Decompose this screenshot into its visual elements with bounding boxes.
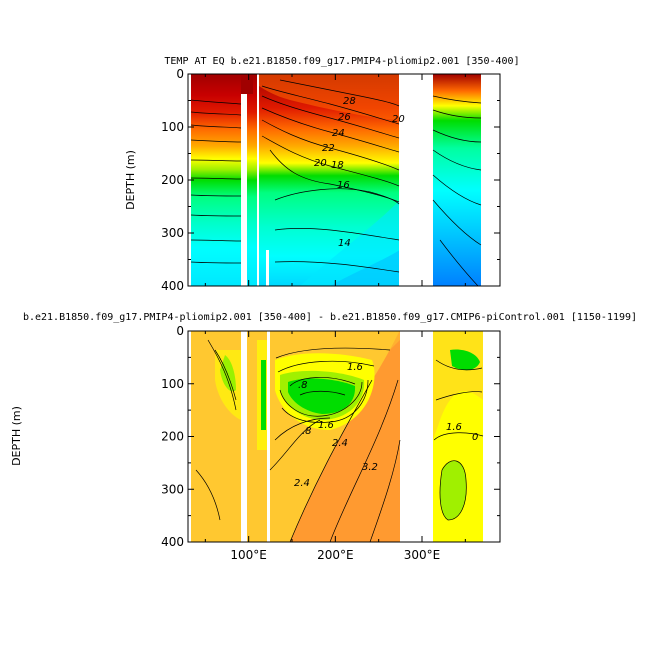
y-tick-label-1-3: 300: [161, 482, 184, 496]
x-tick-label-1-1: 200°E: [317, 548, 354, 562]
contour-label-24: 24: [332, 128, 345, 139]
diff-atl-green: [440, 460, 467, 520]
contour-label-26: 26: [338, 112, 351, 123]
diff-atl-shallow: [450, 349, 480, 371]
contour-label-14: 14: [338, 238, 351, 249]
diff-label-0.8a: .8: [298, 380, 308, 391]
bottom-ticks: 0 100 200 300 400 100°E 200°E 300°E: [161, 324, 500, 562]
y-tick-label-1-4: 400: [161, 535, 184, 549]
diff-land-gap-1: [241, 331, 247, 542]
diff-label-2.4b: 2.4: [294, 478, 310, 489]
diff-label-3.2: 3.2: [362, 462, 378, 473]
temp-fill-atlantic: [433, 74, 481, 286]
land-gap-2: [257, 74, 259, 286]
contour-label-28: 28: [343, 96, 356, 107]
x-tick-label-1-0: 100°E: [230, 548, 267, 562]
top-contours: [190, 79, 482, 286]
diff-label-2.4a: 2.4: [332, 438, 348, 449]
y-tick-label-1-1: 100: [161, 377, 184, 391]
diff-label-1.6c: 1.6: [446, 422, 462, 433]
top-warm-cap: [241, 74, 253, 94]
top-contour-labels: 28 26 24 22 20 18 16 14 20: [314, 96, 405, 249]
temp-fill-strait: [247, 74, 257, 286]
bottom-contours: [195, 339, 484, 542]
land-gap-1: [241, 74, 247, 286]
contour-label-18: 18: [331, 160, 344, 171]
temp-fill-west: [191, 74, 241, 286]
y-tick-label-0-2: 200: [161, 173, 184, 187]
diff-label-1.6b: 1.6: [318, 420, 334, 431]
temp-cold-wedge-deep: [330, 250, 400, 286]
diff-land-americas: [400, 331, 433, 542]
diff-strait-green: [261, 360, 266, 430]
land-gap-3: [266, 250, 269, 286]
diff-label-1.6a: 1.6: [347, 362, 363, 373]
y-tick-label-1-2: 200: [161, 430, 184, 444]
diff-cool-green: [288, 378, 356, 414]
contour-label-16: 16: [337, 180, 350, 191]
temp-warm-pool: [259, 74, 399, 120]
bottom-y-axis-label: DEPTH (m): [10, 406, 23, 466]
y-tick-label-1-0: 0: [176, 324, 184, 338]
bottom-panel-fill: [191, 331, 500, 542]
top-panel-title: TEMP AT EQ b.e21.B1850.f09_g17.PMIP4-pli…: [164, 56, 519, 67]
diff-land-gap-2: [267, 331, 270, 542]
land-americas: [399, 74, 433, 286]
bottom-panel-title: b.e21.B1850.f09_g17.PMIP4-pliomip2.001 […: [23, 312, 637, 323]
bottom-panel: b.e21.B1850.f09_g17.PMIP4-pliomip2.001 […: [10, 312, 637, 562]
bottom-contour-labels: 1.6 .8 1.6 2.4 .8 3.2 2.4 1.6 0: [294, 362, 478, 489]
top-ticks: 0 100 200 300 400: [161, 67, 500, 293]
contour-label-22: 22: [322, 143, 335, 154]
y-tick-label-0-1: 100: [161, 120, 184, 134]
top-y-axis-label: DEPTH (m): [124, 150, 137, 210]
contour-label-20-east: 20: [392, 114, 405, 125]
top-panel-fill: [190, 74, 482, 286]
x-tick-label-1-2: 300°E: [404, 548, 441, 562]
y-tick-label-0-4: 400: [161, 279, 184, 293]
y-tick-label-0-3: 300: [161, 226, 184, 240]
diff-label-0: 0: [472, 432, 478, 443]
y-tick-label-0-0: 0: [176, 67, 184, 81]
diff-label-0.8b: .8: [302, 426, 312, 437]
top-panel: TEMP AT EQ b.e21.B1850.f09_g17.PMIP4-pli…: [124, 56, 520, 293]
contour-label-20: 20: [314, 158, 327, 169]
